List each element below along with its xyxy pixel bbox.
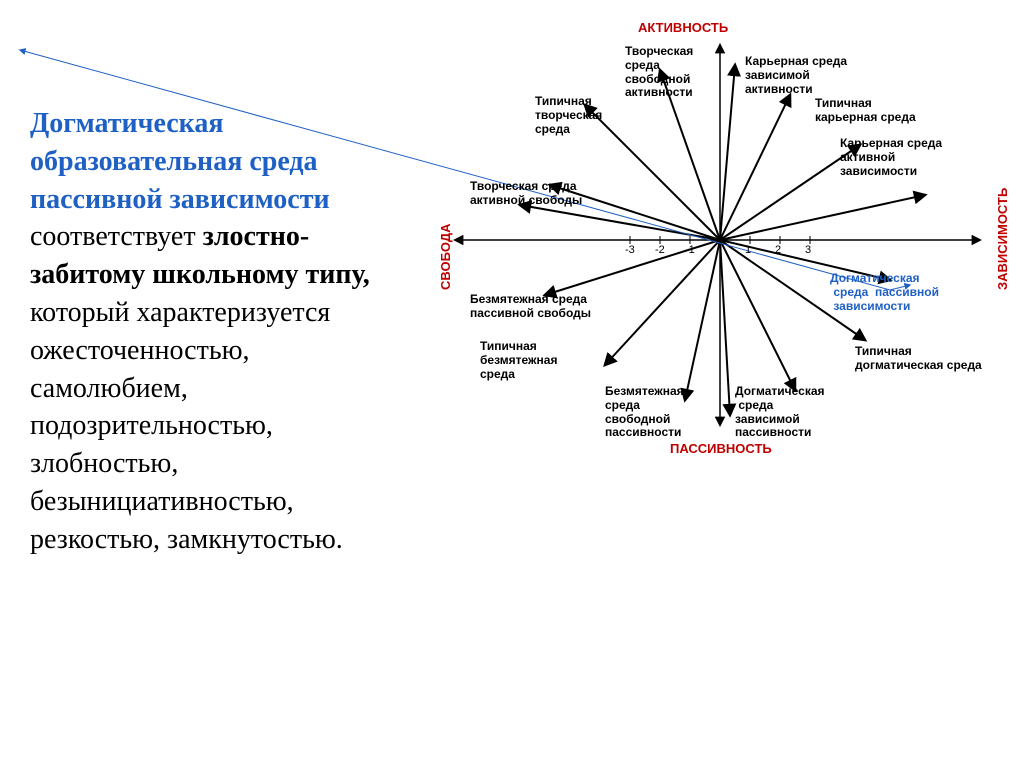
description-paragraph: Догматическая образовательная среда пасс… (30, 105, 400, 559)
vector-label: Безмятежная среда пассивной свободы (470, 293, 591, 321)
vector-label: Творческая среда свободной активности (625, 45, 693, 100)
tick-label: 2 (775, 244, 781, 256)
axis-label-top: АКТИВНОСТЬ (638, 20, 728, 35)
vector-label: Типичная догматическая среда (855, 345, 982, 373)
vector-label: Типичная карьерная среда (815, 97, 916, 125)
vector-label: Карьерная среда активной зависимости (840, 137, 942, 178)
vector-label: Догматическая среда пассивной зависимост… (830, 272, 939, 313)
vector-label: Типичная безмятежная среда (480, 340, 557, 381)
vector-label: Догматическая среда зависимой пассивност… (735, 385, 828, 440)
axis-label-bottom: ПАССИВНОСТЬ (670, 441, 772, 456)
characteristics-text: который характеризуется ожесточенностью,… (30, 297, 343, 555)
diagram-svg (410, 10, 1010, 480)
title-phrase: Догматическая образовательная среда пасс… (30, 108, 330, 215)
axis-label-right: ЗАВИСИМОСТЬ (995, 188, 1010, 290)
vector-label: Творческая среда активной свободы (470, 180, 582, 208)
tick-label: 1 (745, 244, 751, 256)
vector-label: Типичная творческая среда (535, 95, 602, 136)
connector-text: соответствует (30, 221, 203, 252)
tick-label: -2 (655, 244, 665, 256)
tick-label: -3 (625, 244, 635, 256)
vector-label: Безмятежная среда свободной пассивности (605, 385, 684, 440)
vector-label: Карьерная среда зависимой активности (745, 55, 847, 96)
axis-label-left: СВОБОДА (438, 224, 453, 291)
vector-diagram (410, 10, 1010, 480)
tick-label: 3 (805, 244, 811, 256)
tick-label: -1 (685, 244, 695, 256)
